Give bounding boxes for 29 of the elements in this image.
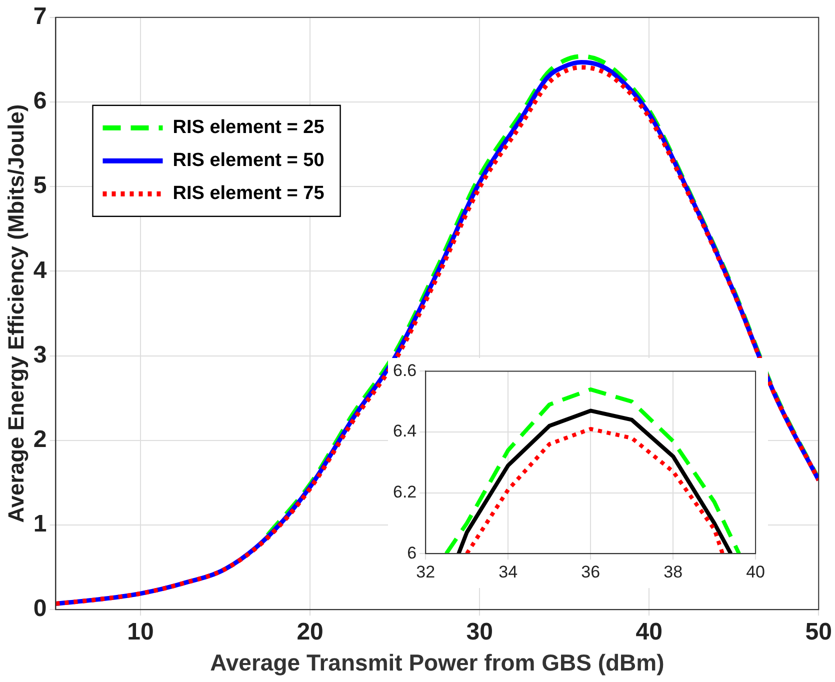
x-tick-label: 10 <box>127 618 154 646</box>
x-tick-label: 34 <box>498 562 518 582</box>
y-tick-label: 5 <box>33 172 47 200</box>
y-tick-label: 0 <box>33 595 47 622</box>
x-tick-label: 40 <box>746 562 766 582</box>
x-tick-label: 50 <box>805 618 832 646</box>
y-tick-label: 6.2 <box>392 482 417 502</box>
y-tick-label: 6 <box>33 88 47 115</box>
y-tick-label: 7 <box>33 3 47 30</box>
x-tick-label: 20 <box>296 618 324 646</box>
x-tick-label: 30 <box>466 618 493 646</box>
y-tick-label: 6 <box>407 543 417 562</box>
x-tick-label: 38 <box>664 562 683 582</box>
x-axis-title: Average Transmit Power from GBS (dBm) <box>210 650 664 676</box>
y-tick-label: 3 <box>33 341 47 368</box>
x-tick-label: 40 <box>636 618 662 646</box>
y-tick-label: 2 <box>33 426 47 454</box>
legend-label: RIS element = 50 <box>172 150 324 172</box>
x-tick-label: 32 <box>416 562 436 582</box>
line-series <box>444 387 742 554</box>
x-tick-label: 36 <box>581 562 600 582</box>
y-axis-title: Average Energy Efficiency (Mbits/Joule) <box>3 104 28 523</box>
legend-label: RIS element = 75 <box>172 183 325 204</box>
y-tick-label: 6.6 <box>392 360 417 380</box>
legend-label: RIS element = 25 <box>172 117 325 138</box>
y-tick-label: 4 <box>33 256 48 284</box>
line-series <box>464 426 725 554</box>
y-tick-label: 1 <box>33 510 47 538</box>
y-tick-label: 6.4 <box>392 422 417 441</box>
